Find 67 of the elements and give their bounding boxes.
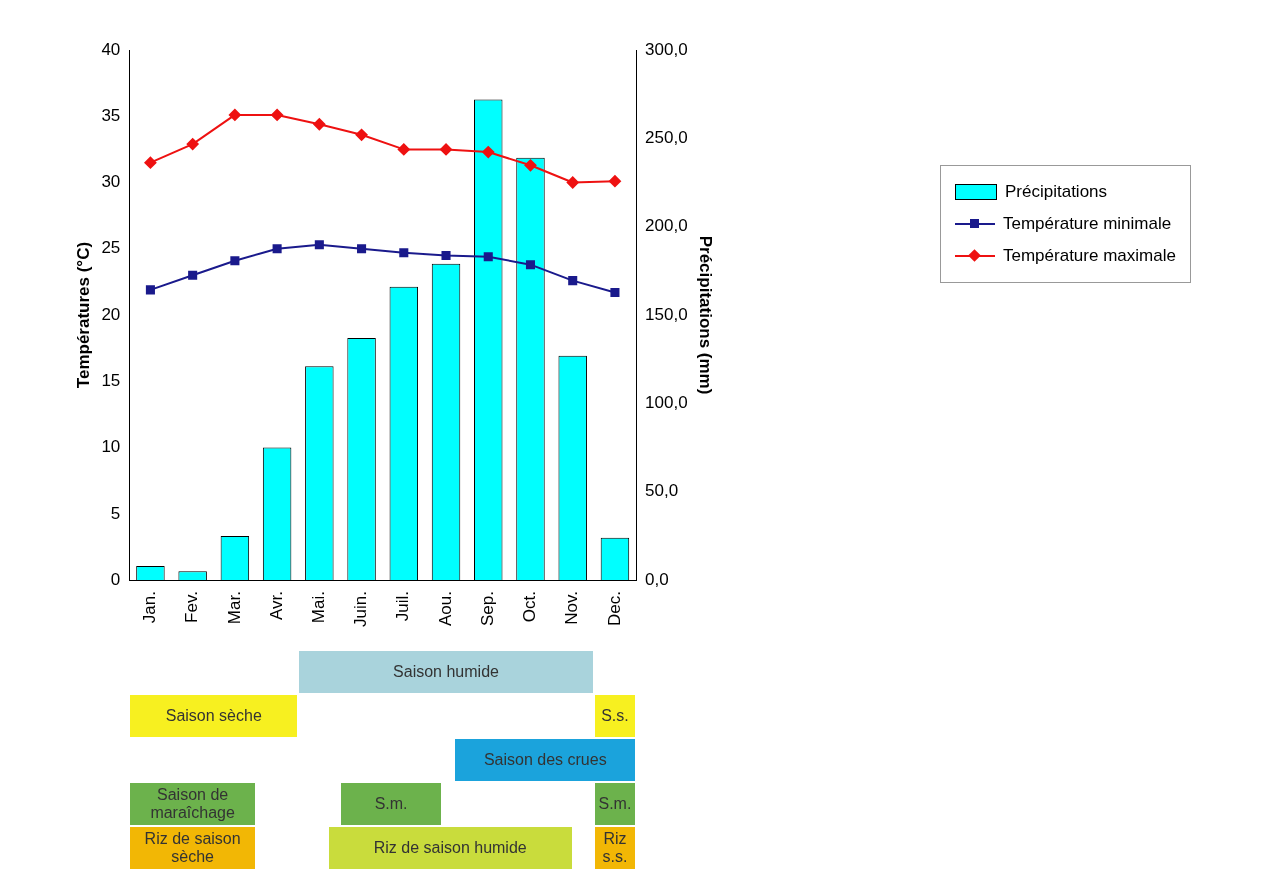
point bbox=[145, 285, 155, 295]
y2-tick-label: 50,0 bbox=[645, 481, 679, 501]
y-tick-label: 5 bbox=[110, 503, 121, 523]
y-axis-title: Températures (°C) bbox=[73, 241, 93, 389]
y-tick-label: 20 bbox=[101, 304, 121, 324]
point bbox=[441, 250, 451, 260]
point bbox=[568, 276, 578, 286]
x-tick-label: Sep. bbox=[477, 591, 497, 627]
point bbox=[440, 143, 453, 156]
legend-label: Précipitations bbox=[1005, 181, 1108, 203]
point bbox=[228, 108, 241, 121]
y-tick-label: 15 bbox=[101, 370, 121, 390]
point bbox=[357, 244, 367, 254]
calendar-box: Riz de saison sèche bbox=[129, 826, 256, 870]
legend-label: Température maximale bbox=[1003, 245, 1176, 267]
y-tick-label: 35 bbox=[101, 105, 121, 125]
y2-tick-label: 100,0 bbox=[645, 393, 688, 413]
x-tick-label: Avr. bbox=[266, 591, 286, 621]
y-tick-label: 10 bbox=[101, 437, 121, 457]
y2-axis-title: Précipitations (mm) bbox=[696, 235, 716, 395]
x-tick-label: Fev. bbox=[182, 591, 202, 623]
x-tick-label: Aou. bbox=[435, 591, 455, 627]
point bbox=[188, 270, 198, 280]
point bbox=[313, 118, 326, 131]
point bbox=[272, 244, 282, 254]
y-tick-label: 25 bbox=[101, 238, 121, 258]
calendar-box: Saison humide bbox=[298, 650, 594, 694]
y2-tick-label: 300,0 bbox=[645, 39, 688, 59]
calendar-box: S.m. bbox=[340, 782, 442, 826]
point bbox=[524, 159, 537, 172]
point bbox=[355, 128, 368, 141]
x-tick-label: Nov. bbox=[562, 591, 582, 625]
x-tick-label: Mai. bbox=[309, 591, 329, 624]
y2-tick-label: 250,0 bbox=[645, 128, 688, 148]
calendar-box: S.s. bbox=[593, 694, 637, 738]
y-tick-label: 0 bbox=[110, 569, 121, 589]
point bbox=[186, 138, 199, 151]
point bbox=[397, 143, 410, 156]
y2-tick-label: 0,0 bbox=[645, 569, 669, 589]
point bbox=[482, 146, 495, 159]
calendar-box: Saison sèche bbox=[129, 694, 299, 738]
point bbox=[144, 156, 157, 169]
calendar-box: Riz de saison humide bbox=[327, 826, 573, 870]
point bbox=[566, 176, 579, 189]
x-tick-label: Mar. bbox=[224, 591, 244, 625]
point bbox=[483, 252, 493, 262]
point bbox=[525, 260, 536, 270]
x-tick-label: Juil. bbox=[393, 591, 413, 622]
y2-tick-label: 150,0 bbox=[645, 304, 688, 324]
calendar-box: Saison de maraîchage bbox=[129, 782, 256, 826]
y-tick-label: 30 bbox=[101, 172, 121, 192]
calendar-box: Saison des crues bbox=[454, 738, 637, 782]
x-tick-label: Juin. bbox=[351, 591, 371, 628]
x-tick-label: Jan. bbox=[140, 591, 160, 624]
x-tick-label: Oct. bbox=[520, 591, 540, 623]
y2-tick-label: 200,0 bbox=[645, 216, 688, 236]
legend-label: Température minimale bbox=[1003, 213, 1172, 235]
point bbox=[610, 287, 620, 298]
calendar-box: S.m. bbox=[593, 782, 637, 826]
y-tick-label: 40 bbox=[101, 39, 121, 59]
point bbox=[399, 248, 409, 258]
point bbox=[271, 108, 284, 121]
point bbox=[314, 240, 324, 250]
calendar-box: Riz s.s. bbox=[593, 826, 637, 870]
point bbox=[230, 256, 240, 266]
x-tick-label: Dec. bbox=[604, 591, 624, 627]
point bbox=[608, 175, 621, 188]
